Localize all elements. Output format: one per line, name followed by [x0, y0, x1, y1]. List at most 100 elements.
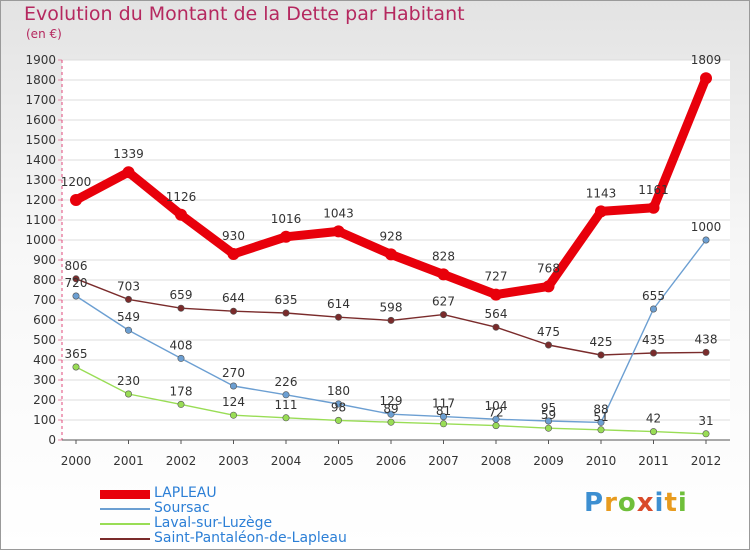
data-point-saint-pantaleon-de-lapleau-2009 [544, 341, 552, 349]
y-tick-label-1400: 1400 [25, 153, 56, 167]
data-point-soursac-2006 [387, 410, 395, 418]
data-label-soursac-2008: 104 [485, 399, 508, 413]
x-tick-label-2000: 2000 [61, 454, 92, 468]
data-label-soursac-2001: 549 [117, 310, 140, 324]
data-label-lapleau-2008: 727 [485, 270, 508, 284]
data-label-soursac-2004: 226 [275, 375, 298, 389]
data-point-soursac-2005 [334, 400, 342, 408]
data-point-lapleau-2001 [122, 166, 135, 179]
y-tick-label-1500: 1500 [25, 133, 56, 147]
y-tick-label-1300: 1300 [25, 173, 56, 187]
data-point-soursac-2004 [282, 391, 290, 399]
legend-label-laval-sur-luzege: Laval-sur-Luzège [154, 515, 273, 531]
data-point-laval-sur-luzege-2006 [387, 418, 395, 426]
data-point-lapleau-2004 [280, 230, 292, 243]
data-point-saint-pantaleon-de-lapleau-2002 [177, 304, 185, 312]
data-point-lapleau-2006 [385, 248, 397, 261]
data-label-saint-pantaleon-de-lapleau-2010: 425 [590, 335, 613, 349]
x-tick-label-2002: 2002 [166, 454, 197, 468]
data-label-lapleau-2010: 1143 [586, 186, 617, 200]
data-point-soursac-2012 [702, 236, 710, 244]
y-tick-label-300: 300 [33, 373, 56, 387]
y-tick-label-1900: 1900 [25, 53, 56, 67]
legend-swatch-soursac [100, 507, 150, 510]
y-tick-label-500: 500 [33, 333, 56, 347]
data-label-lapleau-2004: 1016 [271, 212, 302, 226]
data-point-lapleau-2008 [490, 288, 502, 301]
data-label-soursac-2010: 88 [593, 402, 608, 416]
legend-label-saint-pantaleon: Saint-Pantaléon-de-Lapleau [154, 530, 347, 546]
chart-title: Evolution du Montant de la Dette par Hab… [24, 3, 465, 25]
data-label-lapleau-2009: 768 [537, 261, 560, 275]
data-point-lapleau-2000 [70, 194, 82, 206]
data-label-saint-pantaleon-de-lapleau-2011: 435 [642, 333, 665, 347]
y-tick-label-900: 900 [33, 253, 56, 267]
y-tick-label-400: 400 [33, 353, 56, 367]
x-tick-label-2012: 2012 [691, 454, 722, 468]
data-label-saint-pantaleon-de-lapleau-2007: 627 [432, 295, 455, 309]
data-point-laval-sur-luzege-2005 [334, 416, 342, 424]
data-point-lapleau-2011 [647, 201, 660, 214]
y-tick-label-0: 0 [48, 433, 56, 447]
y-tick-label-1000: 1000 [25, 233, 56, 247]
y-tick-label-200: 200 [33, 393, 56, 407]
legend-swatch-lapleau [100, 489, 150, 499]
data-label-lapleau-2007: 828 [432, 249, 455, 263]
data-label-soursac-2011: 655 [642, 289, 665, 303]
data-label-saint-pantaleon-de-lapleau-2002: 659 [170, 288, 193, 302]
data-point-laval-sur-luzege-2010 [597, 426, 605, 434]
data-point-laval-sur-luzege-2008 [492, 422, 500, 430]
data-point-saint-pantaleon-de-lapleau-2001 [125, 295, 133, 303]
data-label-soursac-2000: 720 [65, 276, 88, 290]
data-point-saint-pantaleon-de-lapleau-2006 [387, 316, 395, 324]
data-point-saint-pantaleon-de-lapleau-2004 [282, 309, 290, 317]
data-label-soursac-2009: 95 [541, 401, 556, 415]
data-point-lapleau-2012 [700, 72, 712, 85]
data-label-saint-pantaleon-de-lapleau-2001: 703 [117, 279, 140, 293]
legend-label-soursac: Soursac [154, 500, 210, 516]
data-label-laval-sur-luzege-2006: 89 [383, 402, 398, 416]
x-tick-label-2008: 2008 [481, 454, 512, 468]
y-tick-label-800: 800 [33, 273, 56, 287]
data-label-saint-pantaleon-de-lapleau-2000: 806 [65, 259, 88, 273]
data-label-laval-sur-luzege-2003: 124 [222, 395, 245, 409]
data-label-lapleau-2001: 1339 [113, 147, 144, 161]
data-point-saint-pantaleon-de-lapleau-2005 [334, 313, 342, 321]
chart-subtitle: (en €) [26, 27, 62, 41]
y-tick-label-1600: 1600 [25, 113, 56, 127]
data-label-saint-pantaleon-de-lapleau-2005: 614 [327, 297, 350, 311]
data-point-saint-pantaleon-de-lapleau-2011 [649, 349, 657, 357]
data-point-laval-sur-luzege-2002 [177, 400, 185, 408]
data-point-soursac-2010 [597, 418, 605, 426]
data-point-laval-sur-luzege-2009 [544, 424, 552, 432]
proxiti-logo: Proxiti [584, 488, 688, 518]
data-label-soursac-2006: 129 [380, 394, 403, 408]
data-label-saint-pantaleon-de-lapleau-2006: 598 [380, 300, 403, 314]
logo-letter: r [604, 488, 618, 518]
y-tick-label-1700: 1700 [25, 93, 56, 107]
y-tick-label-1800: 1800 [25, 73, 56, 87]
x-tick-label-2004: 2004 [271, 454, 302, 468]
data-point-laval-sur-luzege-2004 [282, 414, 290, 422]
data-point-laval-sur-luzege-2007 [439, 420, 447, 428]
data-point-lapleau-2003 [227, 248, 240, 260]
x-tick-label-2001: 2001 [113, 454, 144, 468]
data-label-soursac-2005: 180 [327, 384, 350, 398]
legend-label-lapleau: LAPLEAU [154, 485, 217, 501]
data-point-soursac-2011 [649, 305, 657, 313]
data-point-saint-pantaleon-de-lapleau-2007 [439, 311, 447, 319]
legend-swatch-saint-pantaleon [100, 537, 150, 540]
data-label-saint-pantaleon-de-lapleau-2003: 644 [222, 291, 245, 305]
data-point-lapleau-2007 [437, 268, 450, 281]
data-label-laval-sur-luzege-2008: 72 [488, 406, 503, 420]
data-point-soursac-2009 [544, 417, 552, 425]
data-label-laval-sur-luzege-2004: 111 [275, 398, 298, 412]
y-tick-label-100: 100 [33, 413, 56, 427]
x-tick-label-2010: 2010 [586, 454, 617, 468]
y-tick-label-700: 700 [33, 293, 56, 307]
y-tick-label-600: 600 [33, 313, 56, 327]
data-label-laval-sur-luzege-2011: 42 [646, 412, 661, 426]
plot-area [62, 60, 730, 440]
data-point-soursac-2000 [72, 292, 80, 300]
